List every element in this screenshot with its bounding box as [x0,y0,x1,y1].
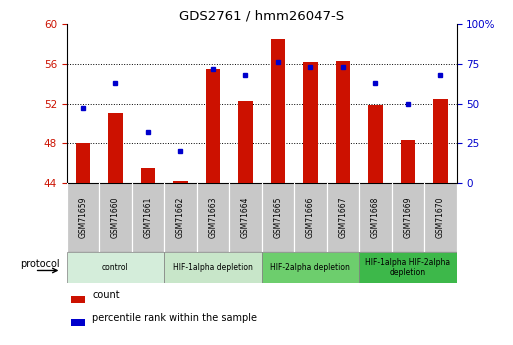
Bar [336,61,350,183]
Text: GSM71659: GSM71659 [78,197,87,238]
Text: GSM71667: GSM71667 [339,197,347,238]
Bar [262,183,294,252]
Bar [196,183,229,252]
Bar [71,319,85,326]
Bar [67,252,164,283]
Bar [294,183,327,252]
Text: GSM71669: GSM71669 [403,197,412,238]
Bar [99,183,132,252]
Bar [164,252,262,283]
Text: GSM71662: GSM71662 [176,197,185,238]
Text: GSM71670: GSM71670 [436,197,445,238]
Bar [433,99,448,183]
Bar [359,252,457,283]
Title: GDS2761 / hmm26047-S: GDS2761 / hmm26047-S [179,10,344,23]
Text: GSM71664: GSM71664 [241,197,250,238]
Bar [141,168,155,183]
Text: GSM71661: GSM71661 [144,197,152,238]
Text: HIF-1alpha HIF-2alpha
depletion: HIF-1alpha HIF-2alpha depletion [365,258,450,277]
Bar [401,140,415,183]
Bar [238,100,253,183]
Text: GSM71665: GSM71665 [273,197,282,238]
Bar [368,106,383,183]
Text: percentile rank within the sample: percentile rank within the sample [92,313,258,323]
Bar [108,114,123,183]
Bar [327,183,359,252]
Bar [262,252,359,283]
Bar [71,296,85,303]
Bar [424,183,457,252]
Text: control: control [102,263,129,272]
Text: protocol: protocol [20,259,60,269]
Bar [67,183,99,252]
Bar [132,183,164,252]
Text: GSM71663: GSM71663 [208,197,218,238]
Bar [303,62,318,183]
Bar [391,183,424,252]
Text: HIF-1alpha depletion: HIF-1alpha depletion [173,263,253,272]
Bar [206,69,220,183]
Bar [164,183,196,252]
Bar [75,143,90,183]
Text: GSM71666: GSM71666 [306,197,315,238]
Bar [270,39,285,183]
Bar [173,181,188,183]
Text: GSM71668: GSM71668 [371,197,380,238]
Text: count: count [92,290,120,300]
Text: HIF-2alpha depletion: HIF-2alpha depletion [270,263,350,272]
Bar [229,183,262,252]
Bar [359,183,391,252]
Text: GSM71660: GSM71660 [111,197,120,238]
